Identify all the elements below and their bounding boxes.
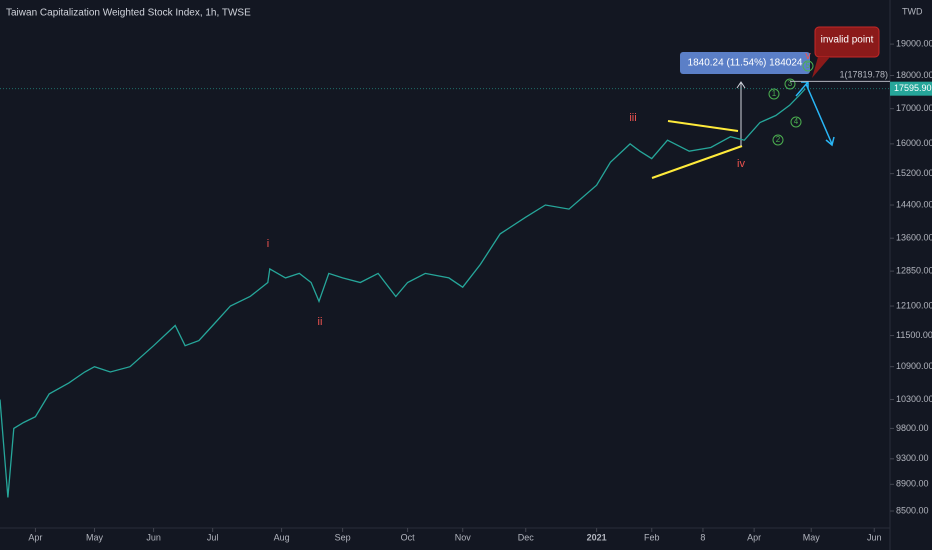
x-tick-label: Nov [455,532,472,542]
y-tick-label: 15200.00 [896,168,932,178]
y-tick-label: 9300.00 [896,453,929,463]
wave-label: iii [629,112,636,124]
y-tick-label: 14400.00 [896,199,932,209]
x-tick-label: Oct [401,532,416,542]
note-box [814,26,880,58]
wave-label: ii [318,316,323,328]
y-tick-label: 8900.00 [896,479,929,489]
wave-label: i [267,238,269,250]
sub-wave-circle [790,116,802,128]
sub-wave-label: 2 [776,135,781,144]
sub-wave-label: 4 [794,117,799,126]
y-tick-label: 10300.00 [896,394,932,404]
y-tick-label: 10900.00 [896,361,932,371]
sub-wave-label: 3 [788,79,793,88]
x-tick-label: 2021 [587,532,607,542]
wave-label: iv [737,158,745,170]
y-tick-label: 16000.00 [896,138,932,148]
sub-wave-label: 1 [772,89,777,98]
price-line-series [0,88,806,498]
triangle-line [667,120,739,132]
chart-title: Taiwan Capitalization Weighted Stock Ind… [6,8,251,19]
triangle-line [651,145,743,179]
x-tick-label: May [803,532,821,542]
note-pointer [812,57,830,78]
y-tick-label: 19000.00 [896,38,932,48]
sub-wave-circle [802,60,814,72]
measure-arrow [736,81,746,89]
x-tick-label: May [86,532,104,542]
x-tick-label: Sep [335,532,351,542]
sub-waves: 1 2 3 4 5 [768,60,814,146]
price-label: 17595.90 [894,83,932,93]
sub-wave-circle [772,134,784,146]
y-tick-label: 17000.00 [896,103,932,113]
x-tick-label: Aug [274,532,290,542]
x-tick-label: Dec [518,532,535,542]
y-tick-label: 13600.00 [896,233,932,243]
wave-label: v [805,50,811,62]
x-tick-label: Apr [747,532,761,542]
measure-box [680,52,810,74]
y-tick-label: 12850.00 [896,266,932,276]
y-tick-label: 12100.00 [896,300,932,310]
sub-wave-label: 5 [806,61,811,70]
measure-text: 1840.24 (11.54%) 184024 [688,58,803,69]
unit-label: TWD [902,6,923,16]
x-tick-label: Jun [146,532,161,542]
y-tick-label: 9800.00 [896,423,929,433]
x-tick-label: Apr [28,532,42,542]
x-tick-label: 8 [700,532,705,542]
y-tick-label: 8500.00 [896,505,929,515]
x-tick-label: Feb [644,532,660,542]
y-tick-label: 11500.00 [896,330,932,340]
note-text: invalid point [821,35,874,46]
x-tick-label: Jun [867,532,882,542]
x-tick-label: Jul [207,532,219,542]
level-label: 1(17819.78) [839,70,888,80]
projection-arrow [805,83,835,147]
price-tag [890,81,932,96]
y-tick-label: 18000.00 [896,70,932,80]
